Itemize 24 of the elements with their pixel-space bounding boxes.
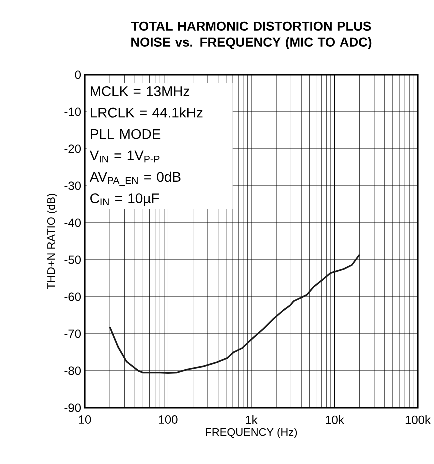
x-tick-label: 10 — [79, 416, 92, 424]
annotation: AV$_{PA_EN}$ = 0dB — [90, 172, 181, 186]
x-tick-label: 100k — [406, 416, 431, 424]
x-tick-label: 10k — [326, 416, 344, 424]
y-tick-label: -20 — [64, 144, 81, 154]
x-tick-label: 1k — [246, 416, 258, 424]
annotation: PLL MODE — [90, 129, 160, 140]
y-tick-label: -70 — [64, 330, 81, 338]
y-tick-label: -90 — [64, 404, 81, 412]
y-axis-title: THD+N RATIO (dB) — [47, 194, 58, 290]
y-tick-label: -80 — [64, 366, 81, 376]
y-tick-label: -60 — [64, 292, 81, 302]
y-tick-label: -50 — [64, 256, 81, 264]
annotation: LRCLK = 44.1kHz — [90, 108, 203, 118]
chart-title: TOTAL HARMONIC DISTORTION PLUS NOISE vs. FREQUENCY (MIC TO ADC) — [131, 22, 372, 50]
y-tick-label: 0 — [75, 70, 81, 80]
annotation: MCLK = 13MHz — [90, 86, 190, 96]
x-tick-label: 100 — [159, 416, 178, 424]
y-tick-label: -40 — [64, 218, 81, 228]
x-axis-title: FREQUENCY (Hz) — [206, 428, 297, 438]
annotation: V$_{IN}$ = 1V$_{P-P}$ — [90, 150, 160, 163]
y-tick-label: -30 — [64, 182, 81, 190]
annotation: C$_{IN}$ = 10µF — [90, 194, 160, 206]
y-tick-label: -10 — [64, 108, 81, 116]
